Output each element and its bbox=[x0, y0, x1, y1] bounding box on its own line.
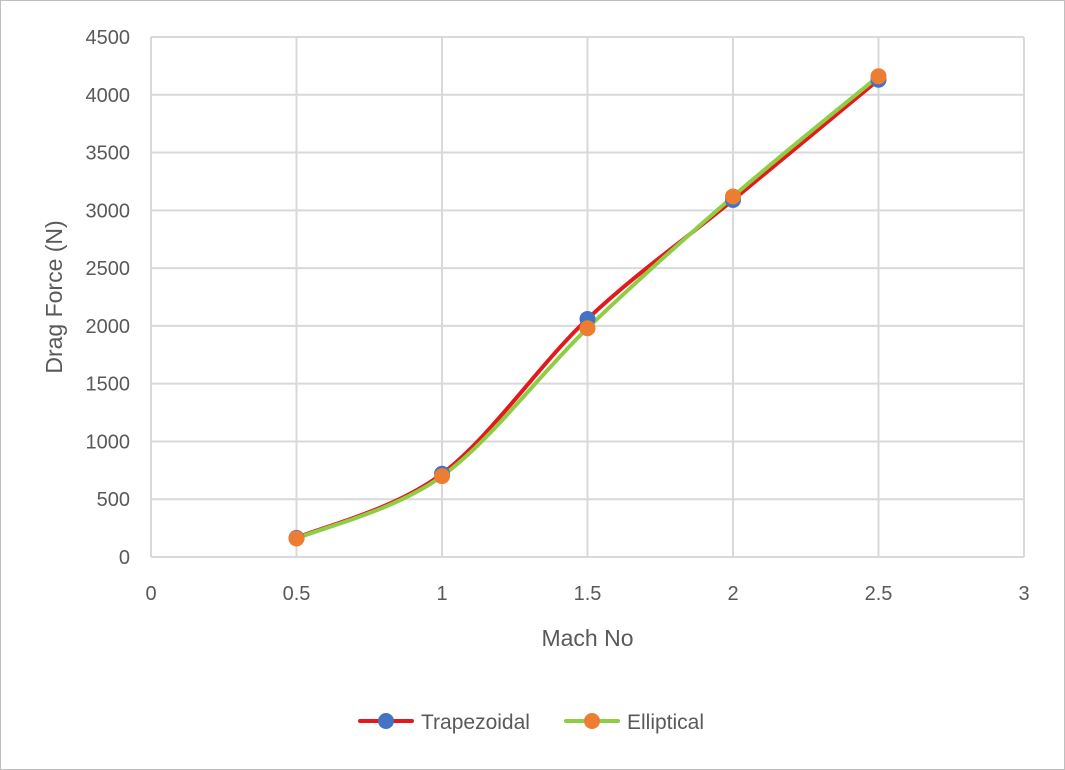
data-point-1 bbox=[725, 188, 741, 205]
y-tick-label: 1500 bbox=[86, 374, 131, 396]
y-tick-label: 500 bbox=[97, 489, 130, 511]
legend-marker bbox=[378, 713, 394, 729]
x-tick-label: 0.5 bbox=[283, 583, 311, 605]
y-tick-labels: 0 500 1000 1500 2000 2500 3000 3500 4000 4500 bbox=[86, 27, 131, 569]
x-tick-label: 0 bbox=[145, 583, 156, 605]
legend-item: Elliptical bbox=[564, 711, 704, 734]
y-tick-label: 2500 bbox=[86, 258, 131, 280]
y-tick-label: 2000 bbox=[86, 316, 131, 338]
y-tick-label: 1000 bbox=[86, 431, 131, 453]
legend-label: Elliptical bbox=[627, 711, 704, 734]
x-tick-label: 1.5 bbox=[574, 583, 602, 605]
x-axis-label: Mach No bbox=[541, 625, 633, 651]
legend-label: Trapezoidal bbox=[421, 711, 530, 734]
y-tick-label: 4500 bbox=[86, 27, 131, 49]
legend-item: Trapezoidal bbox=[358, 711, 530, 734]
data-point-1 bbox=[579, 320, 596, 337]
y-tick-label: 3500 bbox=[86, 143, 131, 165]
y-tick-label: 0 bbox=[119, 547, 130, 569]
data-point-1 bbox=[434, 468, 450, 485]
legend-marker bbox=[584, 713, 600, 729]
x-tick-labels: 0 0.5 1 1.5 2 2.5 3 bbox=[145, 583, 1029, 605]
x-tick-label: 3 bbox=[1018, 583, 1029, 605]
x-tick-label: 1 bbox=[436, 583, 447, 605]
gridlines bbox=[150, 36, 1025, 558]
y-axis-label: Drag Force (N) bbox=[41, 220, 67, 373]
legend: Trapezoidal Elliptical bbox=[358, 711, 704, 734]
y-tick-label: 3000 bbox=[86, 200, 131, 222]
x-tick-label: 2 bbox=[727, 583, 738, 605]
x-tick-label: 2.5 bbox=[865, 583, 893, 605]
data-point-1 bbox=[870, 68, 887, 85]
series-markers bbox=[288, 68, 887, 547]
y-tick-label: 4000 bbox=[86, 85, 131, 107]
data-point-1 bbox=[288, 530, 305, 547]
